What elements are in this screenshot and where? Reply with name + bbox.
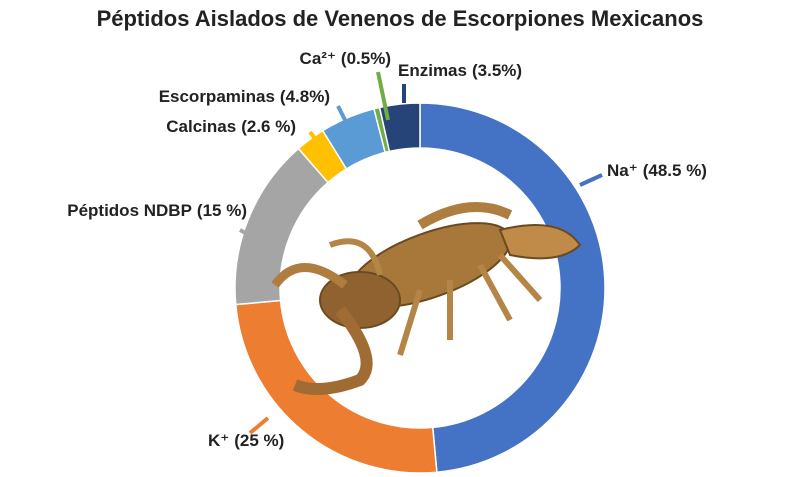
leader-line — [579, 173, 603, 187]
data-label: Ca²⁺ (0.5%) — [300, 49, 391, 68]
category-label: Na⁺ — [607, 161, 638, 180]
leader-line — [239, 228, 263, 244]
category-label: Péptidos NDBP — [67, 201, 192, 220]
data-label: Péptidos NDBP (15 %) — [67, 201, 247, 220]
category-label: Calcinas — [166, 117, 236, 136]
value-label: (2.6 %) — [241, 117, 296, 136]
category-label: K⁺ — [208, 431, 229, 450]
value-label: (48.5 %) — [643, 161, 707, 180]
category-label: Enzimas — [398, 61, 467, 80]
donut — [234, 102, 606, 474]
category-label: Ca²⁺ — [300, 49, 336, 68]
category-label: Escorpaminas — [159, 87, 275, 106]
value-label: (4.8%) — [280, 87, 330, 106]
leader-line — [376, 71, 390, 121]
labels: Na⁺ (48.5 %) K⁺ (25 %) Péptidos NDBP (15 %) Ca… — [67, 49, 707, 450]
data-label: Na⁺ (48.5 %) — [607, 161, 707, 180]
value-label: (25 %) — [234, 431, 284, 450]
data-label: Escorpaminas (4.8%) — [159, 87, 330, 106]
value-label: (3.5%) — [472, 61, 522, 80]
leader-line — [336, 105, 347, 121]
data-label: K⁺ (25 %) — [208, 431, 284, 450]
data-label: Calcinas (2.6 %) — [166, 117, 296, 136]
data-label: Enzimas (3.5%) — [398, 61, 522, 80]
leader-line — [248, 416, 270, 435]
chart-title: Péptidos Aislados de Venenos de Escorpio… — [97, 6, 704, 31]
leader-line — [308, 130, 322, 147]
donut-segment — [419, 102, 606, 474]
donut-segment — [378, 102, 421, 153]
scorpion-image — [271, 202, 582, 395]
value-label: (0.5%) — [341, 49, 391, 68]
value-label: (15 %) — [197, 201, 247, 220]
